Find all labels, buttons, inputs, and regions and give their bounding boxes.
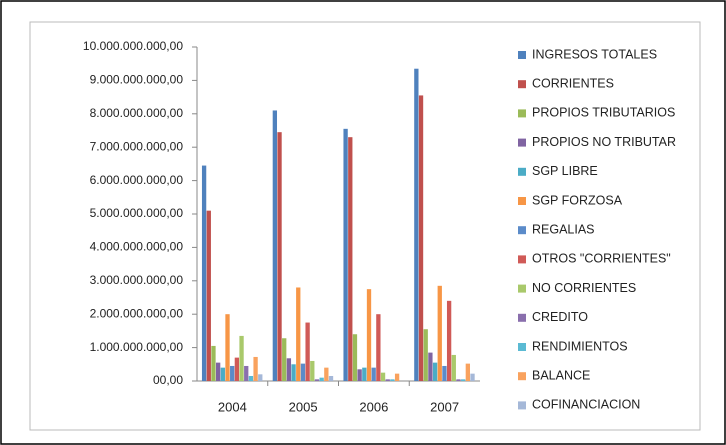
y-tick-label: 8.000.000.000,00 [90, 106, 184, 120]
legend-label: NO CORRIENTES [532, 281, 636, 295]
bar [432, 362, 438, 381]
bar [253, 356, 258, 381]
chart-area [29, 21, 701, 431]
bar [442, 365, 447, 381]
legend-swatch [518, 80, 526, 89]
x-tick-label: 2006 [359, 399, 388, 414]
legend-label: SGP FORZOSA [532, 193, 623, 207]
legend-swatch [518, 109, 526, 118]
bar [258, 374, 263, 381]
bar [418, 95, 424, 382]
legend-label: PROPIOS TRIBUTARIOS [532, 106, 675, 120]
legend-label: COFINANCIACION [532, 398, 640, 412]
x-tick-label: 2007 [430, 399, 459, 414]
bar [451, 354, 456, 381]
legend-label: SGP LIBRE [532, 164, 598, 178]
bar [437, 285, 442, 381]
legend-swatch [518, 167, 526, 176]
bar [300, 363, 306, 381]
y-tick-label: 2.000.000.000,00 [90, 306, 184, 320]
bar [248, 375, 254, 381]
bar [310, 360, 315, 381]
y-tick-label: 7.000.000.000,00 [90, 139, 184, 153]
legend-swatch [518, 255, 526, 264]
bar [234, 357, 240, 381]
bar [211, 345, 216, 381]
bar [362, 367, 367, 381]
bar [352, 334, 358, 381]
bar [305, 322, 310, 381]
legend-swatch [518, 343, 526, 351]
bar [282, 338, 287, 381]
bar [394, 373, 400, 381]
legend-swatch [518, 197, 526, 205]
legend-label: CORRIENTES [532, 76, 614, 90]
bar [244, 365, 249, 381]
legend-label: OTROS "CORRIENTES" [532, 252, 671, 266]
bar [428, 352, 433, 381]
legend-label: BALANCE [532, 368, 590, 382]
bar [206, 210, 211, 381]
bar [286, 358, 292, 381]
legend-label: RENDIMIENTOS [532, 339, 628, 353]
bar [423, 329, 428, 381]
x-tick-label: 2005 [289, 399, 318, 414]
bar [201, 165, 207, 381]
bar [461, 379, 466, 381]
bar [376, 314, 381, 381]
y-tick-label: 5.000.000.000,00 [90, 206, 184, 220]
bar [357, 369, 362, 381]
bar [220, 367, 225, 381]
bar [385, 379, 390, 381]
y-tick-label: 1.000.000.000,00 [90, 340, 184, 354]
legend-swatch [518, 313, 526, 322]
bar [380, 372, 386, 381]
bar [343, 128, 348, 381]
bar [465, 363, 470, 381]
y-tick-label: 4.000.000.000,00 [90, 240, 184, 254]
x-tick-label: 2004 [218, 399, 247, 414]
bar [291, 364, 296, 381]
legend-label: REGALIAS [532, 222, 595, 236]
bar [319, 377, 324, 381]
bar [230, 365, 235, 381]
bar [272, 110, 278, 382]
legend-swatch [518, 226, 526, 235]
bar [314, 379, 320, 381]
bar [324, 367, 329, 381]
y-tick-label: 9.000.000.000,00 [90, 73, 184, 87]
legend-label: PROPIOS NO TRIBUTAR [532, 135, 676, 149]
bar [470, 373, 475, 381]
bar [296, 287, 301, 381]
y-tick-label: 3.000.000.000,00 [90, 273, 184, 287]
y-tick-label: 10.000.000.000,00 [83, 39, 183, 53]
legend-label: CREDITO [532, 310, 588, 324]
y-tick-label: 6.000.000.000,00 [90, 173, 184, 187]
legend-swatch [518, 401, 526, 410]
legend-swatch [518, 284, 526, 293]
bar [215, 362, 221, 381]
bar [414, 68, 419, 382]
bar [328, 375, 334, 381]
bar [446, 300, 452, 381]
legend-swatch [518, 138, 526, 147]
bar [225, 314, 230, 381]
bar [456, 379, 461, 381]
legend-label: INGRESOS TOTALES [532, 47, 657, 61]
bar [239, 335, 244, 381]
bar [348, 137, 353, 381]
bar [390, 379, 395, 381]
bar [371, 367, 376, 381]
y-tick-label: 00,00 [153, 373, 183, 387]
bar [366, 289, 372, 381]
legend-swatch [518, 372, 526, 381]
legend-swatch [518, 51, 526, 59]
bar [277, 132, 282, 381]
